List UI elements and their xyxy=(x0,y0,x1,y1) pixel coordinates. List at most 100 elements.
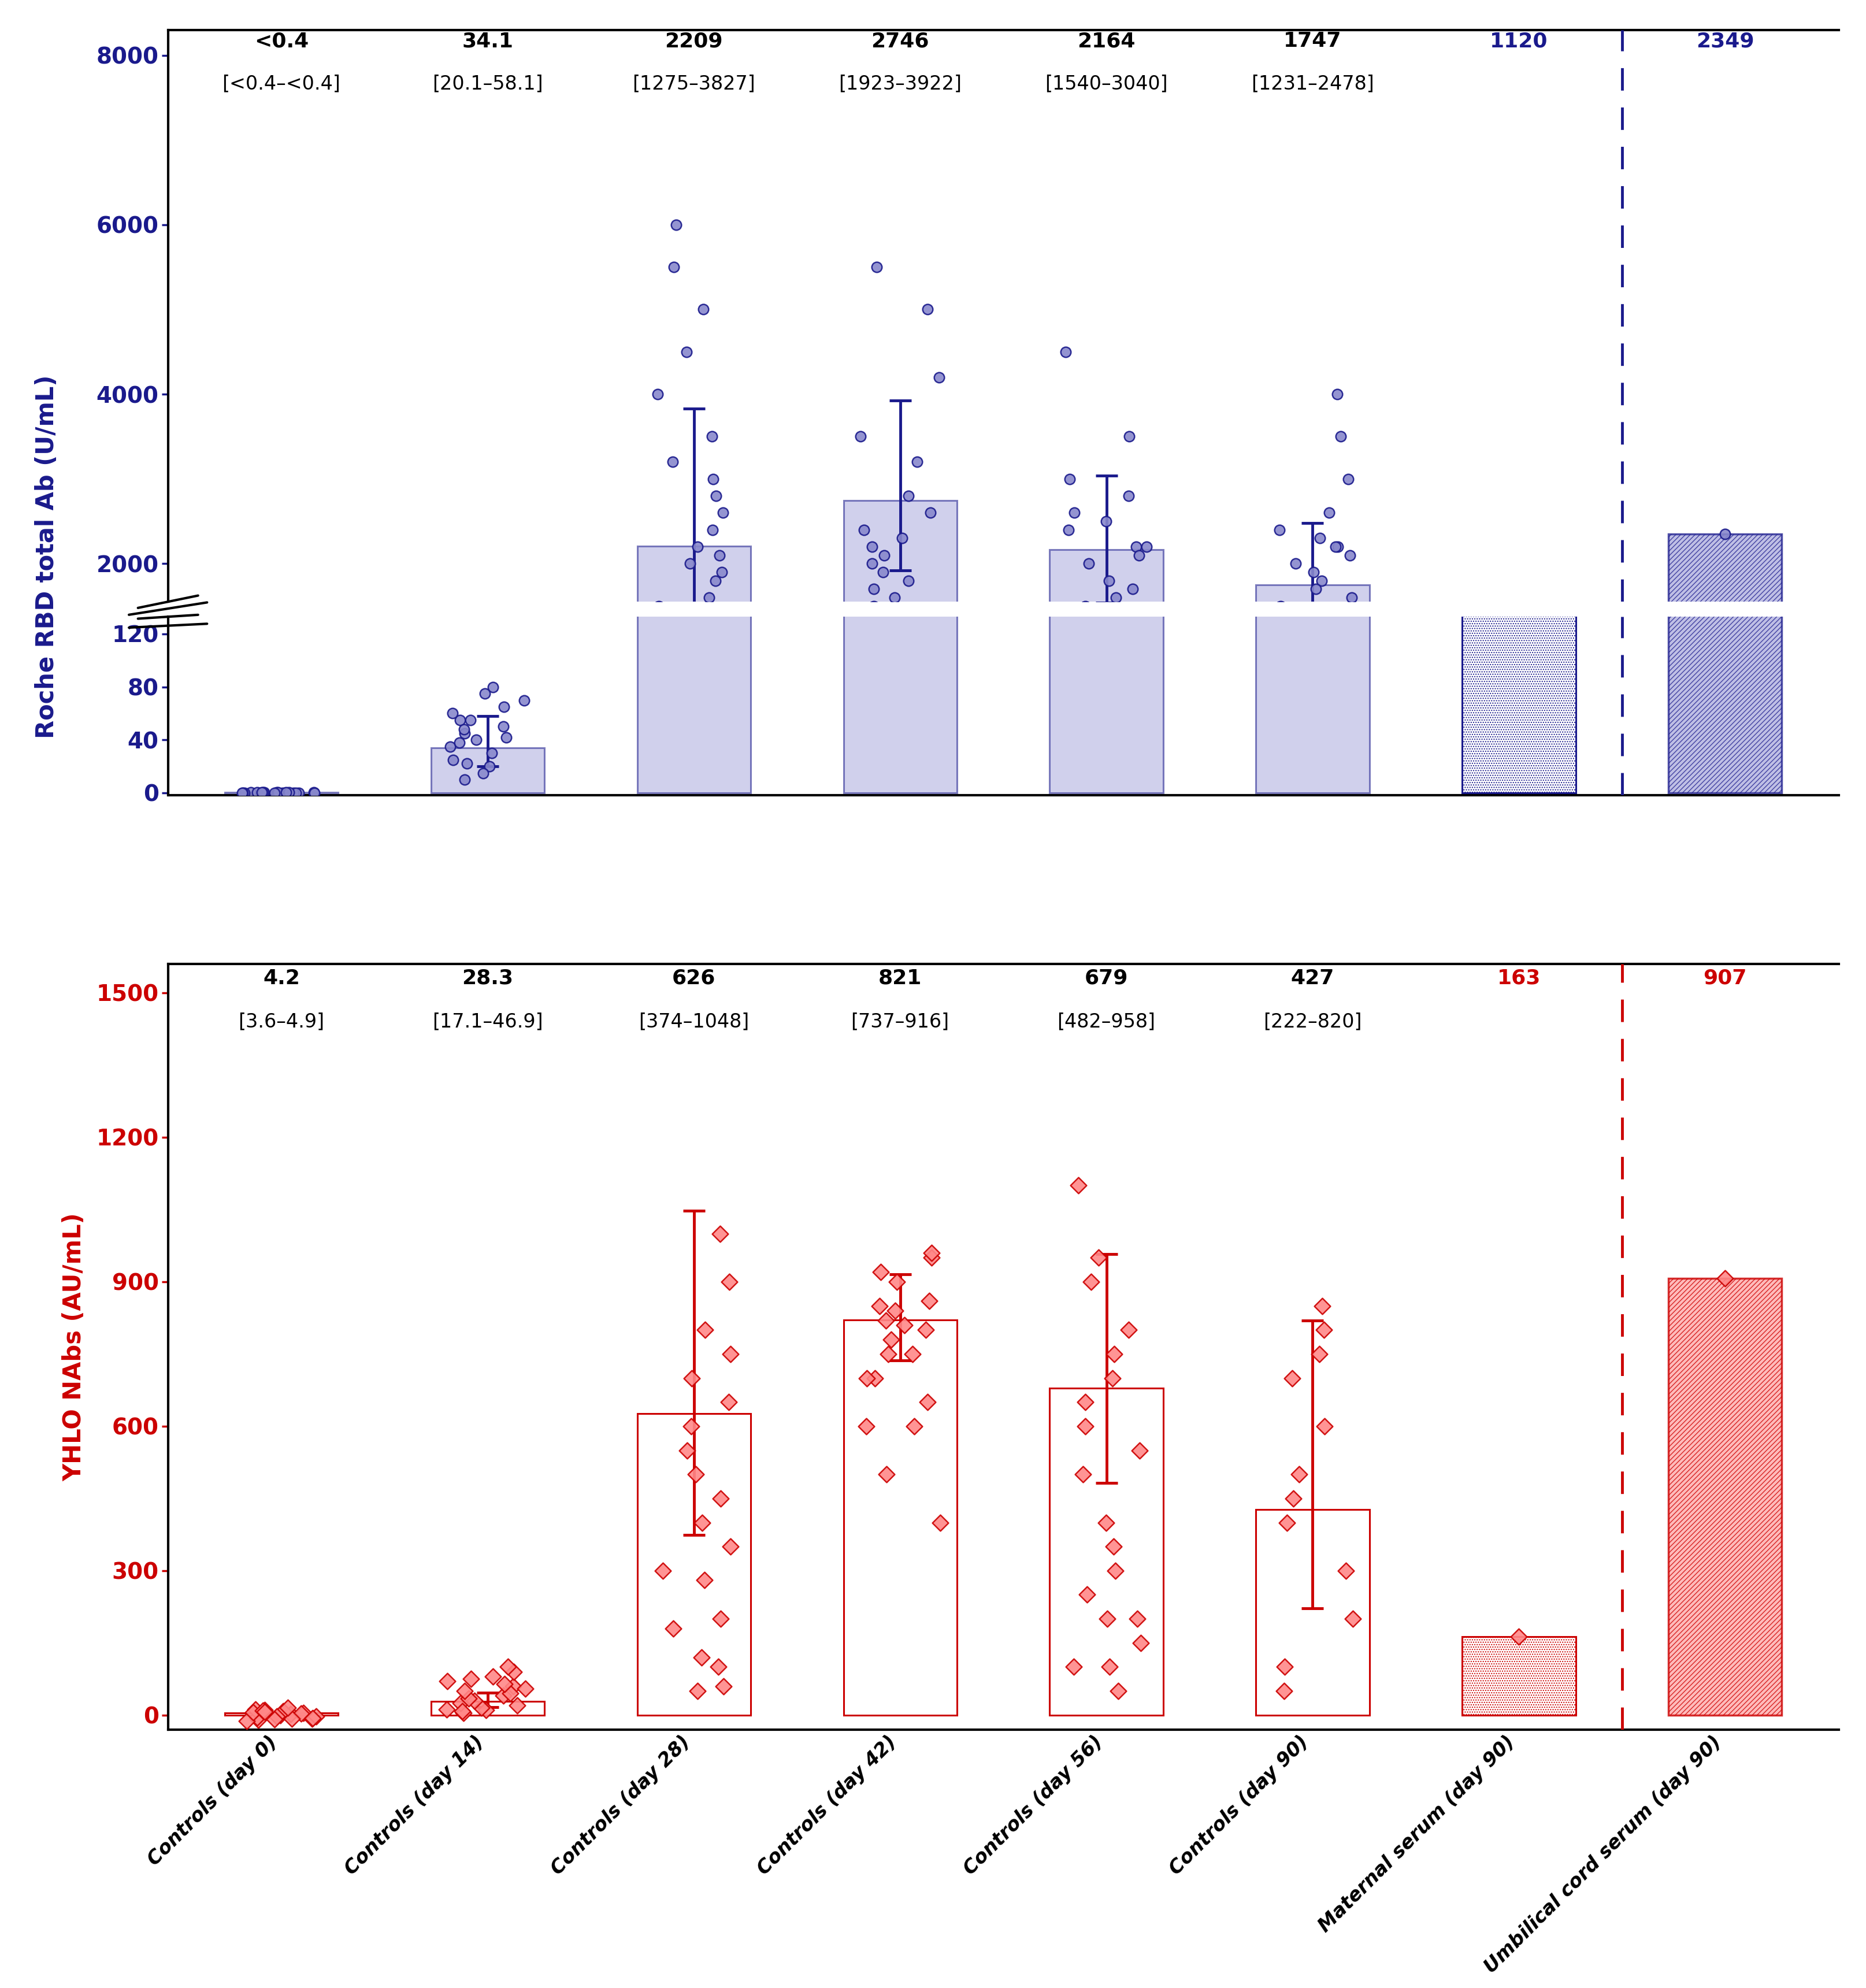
Point xyxy=(898,1338,927,1370)
Point xyxy=(1709,1262,1739,1294)
Text: [3.6–4.9]: [3.6–4.9] xyxy=(239,1012,325,1032)
Point xyxy=(1280,549,1310,580)
Point xyxy=(715,1338,745,1370)
Point xyxy=(282,718,312,749)
Point xyxy=(228,718,258,749)
Point xyxy=(259,718,289,749)
Point xyxy=(243,1704,272,1736)
Point xyxy=(1265,590,1295,622)
Point xyxy=(470,678,500,710)
Text: [1923–3922]: [1923–3922] xyxy=(838,74,961,93)
Point xyxy=(433,1666,463,1698)
Text: <0.4: <0.4 xyxy=(254,32,308,52)
Point xyxy=(250,1694,280,1726)
Point xyxy=(470,712,500,744)
Point xyxy=(259,777,289,809)
Bar xyxy=(843,501,957,734)
Point xyxy=(1067,1459,1097,1491)
Bar xyxy=(1049,1388,1163,1716)
Text: [374–1048]: [374–1048] xyxy=(638,1012,748,1032)
Point xyxy=(661,616,690,648)
Point xyxy=(901,445,931,477)
Point xyxy=(452,716,481,747)
Point xyxy=(437,698,466,730)
Bar xyxy=(1256,0,1370,793)
Point xyxy=(911,1314,940,1346)
Point xyxy=(856,549,886,580)
Point xyxy=(455,704,485,736)
Point xyxy=(1121,531,1151,563)
Point xyxy=(1276,1362,1306,1394)
Point xyxy=(1330,1555,1360,1586)
Point xyxy=(689,294,718,326)
Bar xyxy=(1049,0,1163,793)
Point xyxy=(707,497,737,529)
Point xyxy=(694,582,724,614)
Point xyxy=(644,590,674,622)
Bar xyxy=(431,1702,545,1716)
Point xyxy=(683,531,713,563)
Point xyxy=(1306,1290,1336,1322)
Point xyxy=(282,777,312,809)
Point xyxy=(687,1642,717,1674)
Bar xyxy=(1256,1509,1370,1716)
Point xyxy=(231,1706,261,1738)
Text: [482–958]: [482–958] xyxy=(1056,1012,1155,1032)
Point xyxy=(1269,1652,1299,1684)
Bar xyxy=(1256,584,1370,734)
Point xyxy=(297,1704,327,1736)
Text: 2746: 2746 xyxy=(871,32,929,52)
Point xyxy=(276,1702,306,1734)
Point xyxy=(478,672,508,704)
Point xyxy=(1118,573,1148,604)
Point xyxy=(444,712,474,744)
Point xyxy=(675,1362,705,1394)
Point xyxy=(470,1694,500,1726)
Point xyxy=(265,1700,295,1732)
Point xyxy=(702,479,731,511)
Point xyxy=(1097,1362,1127,1394)
Point xyxy=(1271,1507,1301,1539)
Point xyxy=(690,1314,720,1346)
Point xyxy=(235,718,265,749)
Point xyxy=(509,712,539,744)
Point xyxy=(284,777,313,809)
Point xyxy=(851,1409,881,1441)
Point xyxy=(661,209,690,241)
Point xyxy=(689,1565,718,1596)
Point xyxy=(491,722,521,753)
Point xyxy=(705,1483,735,1515)
Text: [1231–2478]: [1231–2478] xyxy=(1250,74,1373,93)
Point xyxy=(272,1692,302,1724)
Point xyxy=(285,1698,315,1730)
Point xyxy=(450,763,480,795)
Point xyxy=(1114,479,1144,511)
Point xyxy=(489,1668,519,1700)
Point xyxy=(455,1664,485,1696)
Point xyxy=(879,582,909,614)
Point xyxy=(1336,582,1366,614)
Point xyxy=(271,718,300,749)
Point xyxy=(1310,1409,1340,1441)
Point xyxy=(271,777,300,809)
Point xyxy=(450,714,480,746)
Point xyxy=(888,1310,918,1342)
Text: 626: 626 xyxy=(672,968,715,988)
Point xyxy=(851,1362,881,1394)
Point xyxy=(871,1459,901,1491)
Point xyxy=(435,730,465,761)
Point xyxy=(1325,421,1355,453)
Point xyxy=(474,716,504,747)
Point xyxy=(924,362,954,394)
Text: [<0.4–<0.4]: [<0.4–<0.4] xyxy=(222,74,340,93)
Point xyxy=(444,704,474,736)
Point xyxy=(448,1696,478,1728)
Point xyxy=(1090,616,1120,648)
Bar xyxy=(636,0,750,793)
Point xyxy=(493,1652,522,1684)
Point xyxy=(698,463,728,495)
Point xyxy=(1114,1314,1144,1346)
Point xyxy=(284,718,313,749)
Bar xyxy=(1668,1278,1782,1716)
Bar xyxy=(1049,551,1163,734)
